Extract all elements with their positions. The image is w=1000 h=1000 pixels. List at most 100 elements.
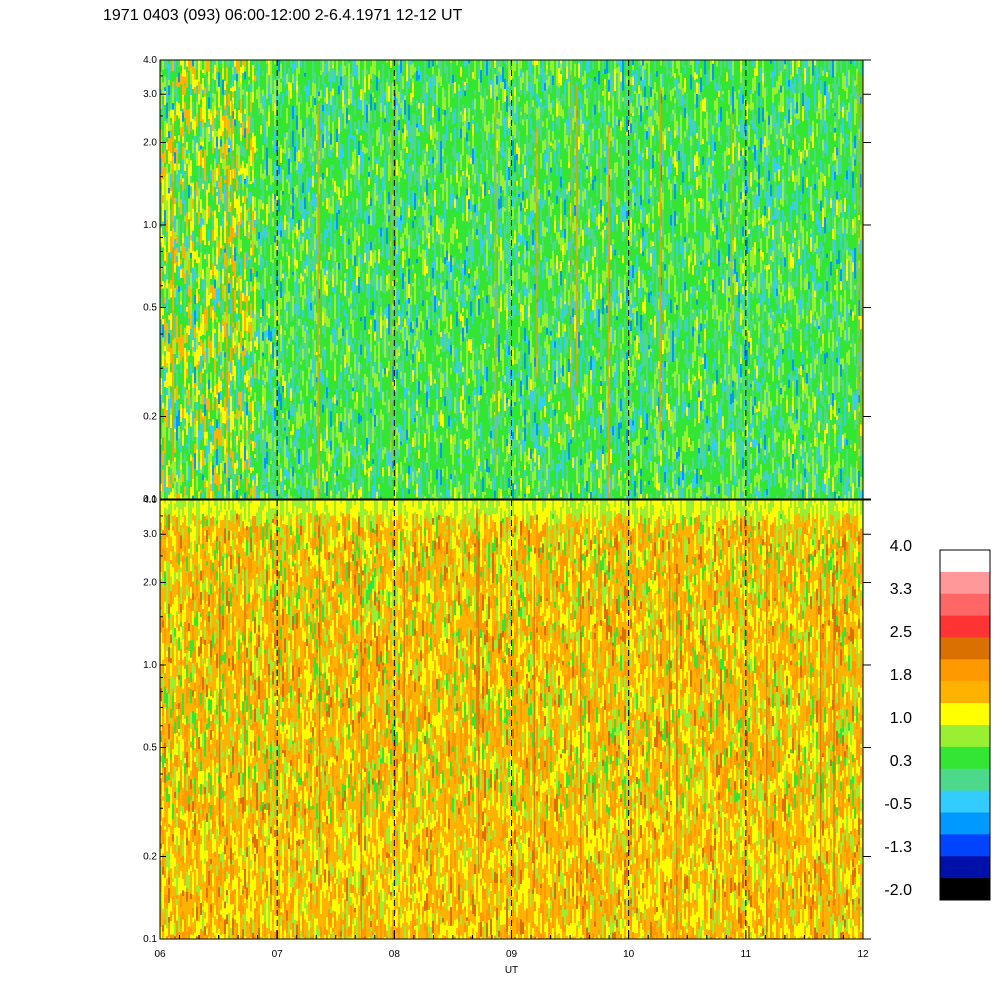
heatmap-cell [184, 102, 186, 119]
heatmap-cell [186, 187, 188, 200]
heatmap-cell [374, 312, 376, 320]
heatmap-cell [336, 109, 338, 113]
heatmap-cell [274, 330, 276, 343]
heatmap-cell [190, 116, 192, 122]
heatmap-cell [232, 467, 234, 482]
heatmap-cell [270, 418, 272, 423]
heatmap-cell [304, 154, 306, 164]
heatmap-cell [344, 437, 346, 446]
heatmap-cell [248, 115, 250, 127]
heatmap-cell [350, 303, 352, 310]
heatmap-cell [306, 346, 308, 359]
heatmap-cell [284, 423, 286, 428]
heatmap-cell [232, 415, 234, 430]
heatmap-cell [240, 239, 242, 249]
heatmap-cell [306, 472, 308, 479]
heatmap-cell [234, 247, 236, 261]
heatmap-cell [192, 190, 194, 199]
heatmap-cell [174, 314, 176, 331]
heatmap-cell [320, 451, 322, 460]
heatmap-cell [330, 230, 332, 247]
heatmap-cell [348, 259, 350, 265]
heatmap-cell [282, 76, 284, 82]
heatmap-cell [364, 346, 366, 359]
heatmap-cell [366, 450, 368, 455]
heatmap-cell [304, 168, 306, 185]
heatmap-cell [352, 482, 354, 495]
heatmap-cell [206, 108, 208, 116]
heatmap-cell [242, 301, 244, 311]
heatmap-cell [160, 94, 162, 110]
heatmap-cell [270, 184, 272, 191]
heatmap-cell [294, 76, 296, 91]
heatmap-cell [230, 448, 232, 458]
heatmap-cell [232, 97, 234, 105]
heatmap-cell [230, 115, 232, 120]
heatmap-cell [332, 241, 334, 247]
heatmap-cell [280, 82, 282, 89]
heatmap-cell [238, 359, 240, 376]
heatmap-cell [370, 336, 372, 352]
heatmap-cell [318, 91, 320, 97]
heatmap-cell [346, 269, 348, 273]
heatmap-cell [278, 401, 280, 411]
heatmap-cell [210, 214, 212, 224]
heatmap-cell [200, 192, 202, 200]
heatmap-cell [370, 470, 372, 481]
heatmap-cell [330, 490, 332, 497]
heatmap-cell [226, 493, 228, 499]
heatmap-cell [248, 354, 250, 370]
heatmap-cell [248, 133, 250, 138]
heatmap-cell [304, 118, 306, 129]
heatmap-cell [280, 117, 282, 129]
heatmap-cell [254, 196, 256, 208]
heatmap-cell [302, 276, 304, 282]
heatmap-cell [348, 238, 350, 245]
heatmap-cell [378, 127, 380, 143]
heatmap-cell [370, 206, 372, 210]
heatmap-cell [342, 129, 344, 145]
heatmap-cell [370, 250, 372, 266]
heatmap-cell [240, 60, 242, 68]
heatmap-cell [214, 483, 216, 497]
heatmap-cell [372, 476, 374, 486]
heatmap-cell [184, 347, 186, 364]
heatmap-cell [258, 265, 260, 272]
heatmap-cell [370, 70, 372, 80]
heatmap-cell [196, 454, 198, 471]
heatmap-cell [284, 132, 286, 138]
heatmap-cell [220, 146, 222, 159]
heatmap-cell [230, 190, 232, 203]
heatmap-cell [194, 93, 196, 101]
heatmap-cell [272, 110, 274, 123]
heatmap-cell [180, 214, 182, 231]
heatmap-cell [248, 84, 250, 92]
heatmap-cell [210, 292, 212, 299]
heatmap-cell [206, 287, 208, 298]
heatmap-cell [366, 107, 368, 123]
heatmap-cell [222, 237, 224, 246]
heatmap-cell [184, 246, 186, 261]
heatmap-cell [314, 286, 316, 296]
heatmap-cell [184, 284, 186, 290]
heatmap-cell [232, 118, 234, 134]
heatmap-cell [254, 340, 256, 347]
heatmap-cell [306, 287, 308, 291]
heatmap-cell [224, 473, 226, 485]
heatmap-cell [368, 312, 370, 330]
heatmap-cell [260, 469, 262, 480]
heatmap-cell [240, 369, 242, 377]
heatmap-cell [356, 65, 358, 80]
heatmap-cell [202, 157, 204, 169]
heatmap-cell [290, 378, 292, 389]
heatmap-cell [380, 462, 382, 469]
heatmap-cell [180, 339, 182, 345]
heatmap-cell [266, 366, 268, 382]
heatmap-cell [202, 69, 204, 74]
heatmap-cell [338, 238, 340, 249]
heatmap-cell [264, 492, 266, 499]
heatmap-cell [350, 138, 352, 142]
heatmap-cell [352, 281, 354, 295]
heatmap-cell [260, 374, 262, 387]
heatmap-cell [324, 349, 326, 362]
